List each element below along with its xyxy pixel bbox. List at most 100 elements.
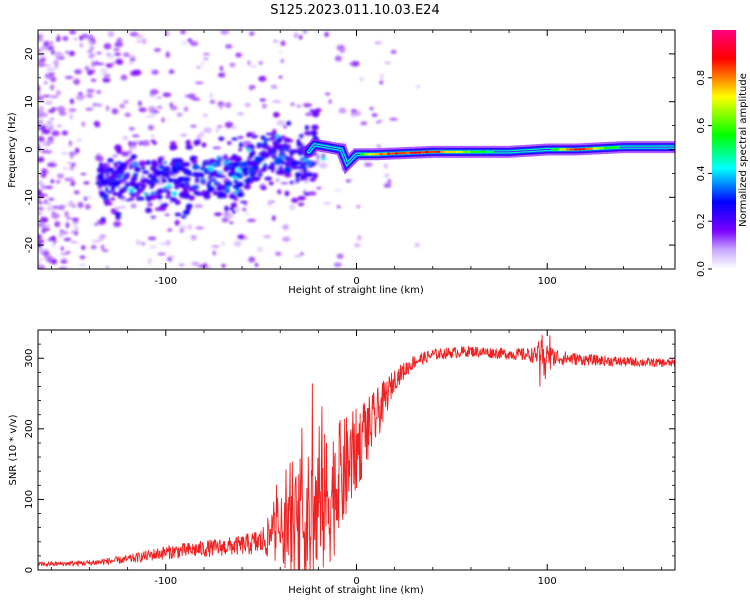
heatmap-cell	[102, 163, 107, 166]
heatmap-cell	[217, 170, 222, 174]
heatmap-cell	[55, 38, 61, 42]
heatmap-cell	[474, 150, 479, 154]
heatmap-cell	[470, 150, 476, 154]
heatmap-cell	[221, 217, 229, 223]
heatmap-cell	[185, 139, 191, 146]
heatmap-cell	[98, 167, 107, 175]
heatmap-cell	[302, 30, 308, 34]
heatmap-cell	[165, 51, 170, 58]
heatmap-cell	[447, 150, 453, 154]
heatmap-cell	[61, 130, 69, 136]
heatmap-cell	[284, 190, 290, 197]
heatmap-cell	[98, 182, 103, 189]
heatmap-cell	[138, 160, 147, 167]
heatmap-cell	[290, 102, 295, 107]
heatmap-cell	[51, 107, 57, 111]
heatmap-cell	[111, 62, 116, 65]
heatmap-cell	[59, 204, 67, 208]
heatmap-cell	[232, 125, 237, 130]
heatmap-cell	[230, 195, 237, 200]
heatmap-cell	[38, 58, 46, 62]
heatmap-cell	[305, 113, 313, 116]
heatmap-cell	[211, 245, 220, 248]
y-tick-label: 10	[24, 95, 35, 108]
heatmap-cell	[135, 191, 141, 196]
heatmap-cell	[60, 257, 68, 260]
heatmap-cell	[46, 68, 56, 71]
heatmap-cell	[356, 205, 361, 209]
heatmap-cell	[256, 145, 262, 149]
heatmap-cell	[91, 239, 101, 244]
heatmap-cell	[38, 248, 44, 255]
heatmap-cell	[130, 178, 135, 184]
heatmap-cell	[110, 197, 115, 201]
heatmap-cell	[588, 147, 594, 150]
heatmap-cell	[128, 149, 133, 155]
heatmap-cell	[280, 40, 286, 46]
heatmap-cell	[105, 186, 109, 193]
heatmap-cell	[191, 261, 200, 266]
heatmap-cell	[202, 57, 209, 61]
heatmap-cell	[136, 195, 140, 202]
heatmap-cell	[276, 137, 283, 143]
heatmap-cell	[237, 234, 246, 240]
heatmap-cell	[174, 199, 181, 206]
heatmap-cell	[209, 92, 213, 99]
heatmap-cell	[130, 70, 139, 77]
heatmap-cell	[177, 165, 182, 171]
heatmap-cell	[324, 92, 331, 96]
heatmap-cell	[38, 239, 45, 244]
heatmap-cell	[414, 242, 420, 248]
heatmap-cell	[39, 265, 46, 269]
heatmap-cell	[350, 108, 358, 113]
heatmap-cell	[169, 162, 178, 167]
heatmap-cell	[55, 90, 61, 96]
heatmap-cell	[223, 164, 229, 170]
colorbar: 0.0 0.2 0.4 0.6 0.8 Normalized spectral ampl…	[696, 30, 749, 277]
heatmap-cell	[233, 191, 238, 194]
heatmap-cell	[233, 161, 239, 168]
heatmap-cell	[273, 40, 278, 43]
heatmap-cell	[103, 73, 111, 78]
heatmap-cell	[409, 151, 415, 154]
heatmap-cell	[161, 178, 167, 184]
heatmap-cell	[141, 170, 150, 175]
heatmap-cell	[369, 107, 374, 110]
heatmap-cell	[190, 124, 197, 128]
heatmap-cell	[123, 99, 129, 104]
heatmap-cell	[54, 65, 59, 69]
heatmap-cell	[128, 140, 133, 147]
heatmap-cell	[440, 150, 445, 154]
heatmap-cell	[282, 224, 289, 230]
heatmap-cell	[53, 59, 59, 66]
heatmap-cell	[180, 162, 187, 168]
heatmap-cell	[76, 137, 83, 143]
heatmap-cell	[478, 150, 483, 154]
heatmap-cell	[577, 148, 582, 151]
heatmap-cell	[159, 242, 169, 246]
heatmap-cell	[173, 180, 181, 184]
heatmap-cell	[44, 72, 54, 79]
heatmap-cell	[222, 160, 229, 165]
heatmap-cell	[38, 222, 45, 228]
heatmap-cell	[64, 210, 70, 217]
heatmap-cell	[56, 180, 61, 184]
heatmap-cell	[128, 126, 135, 131]
heatmap-cell	[290, 159, 299, 167]
heatmap-cell	[51, 50, 56, 55]
y-tick-label: 100	[24, 490, 35, 509]
heatmap-cell	[318, 162, 328, 169]
heatmap-cell	[581, 147, 586, 151]
heatmap-cell	[243, 172, 248, 177]
heatmap-cell	[227, 141, 232, 145]
heatmap-cell	[432, 150, 437, 154]
heatmap-cell	[232, 209, 236, 214]
heatmap-cell	[147, 258, 152, 265]
heatmap-cell	[389, 118, 398, 121]
heatmap-cell	[40, 124, 47, 132]
heatmap-cell	[272, 157, 282, 160]
heatmap-cell	[46, 205, 53, 212]
heatmap-cell	[121, 162, 128, 167]
heatmap-cell	[175, 157, 181, 162]
